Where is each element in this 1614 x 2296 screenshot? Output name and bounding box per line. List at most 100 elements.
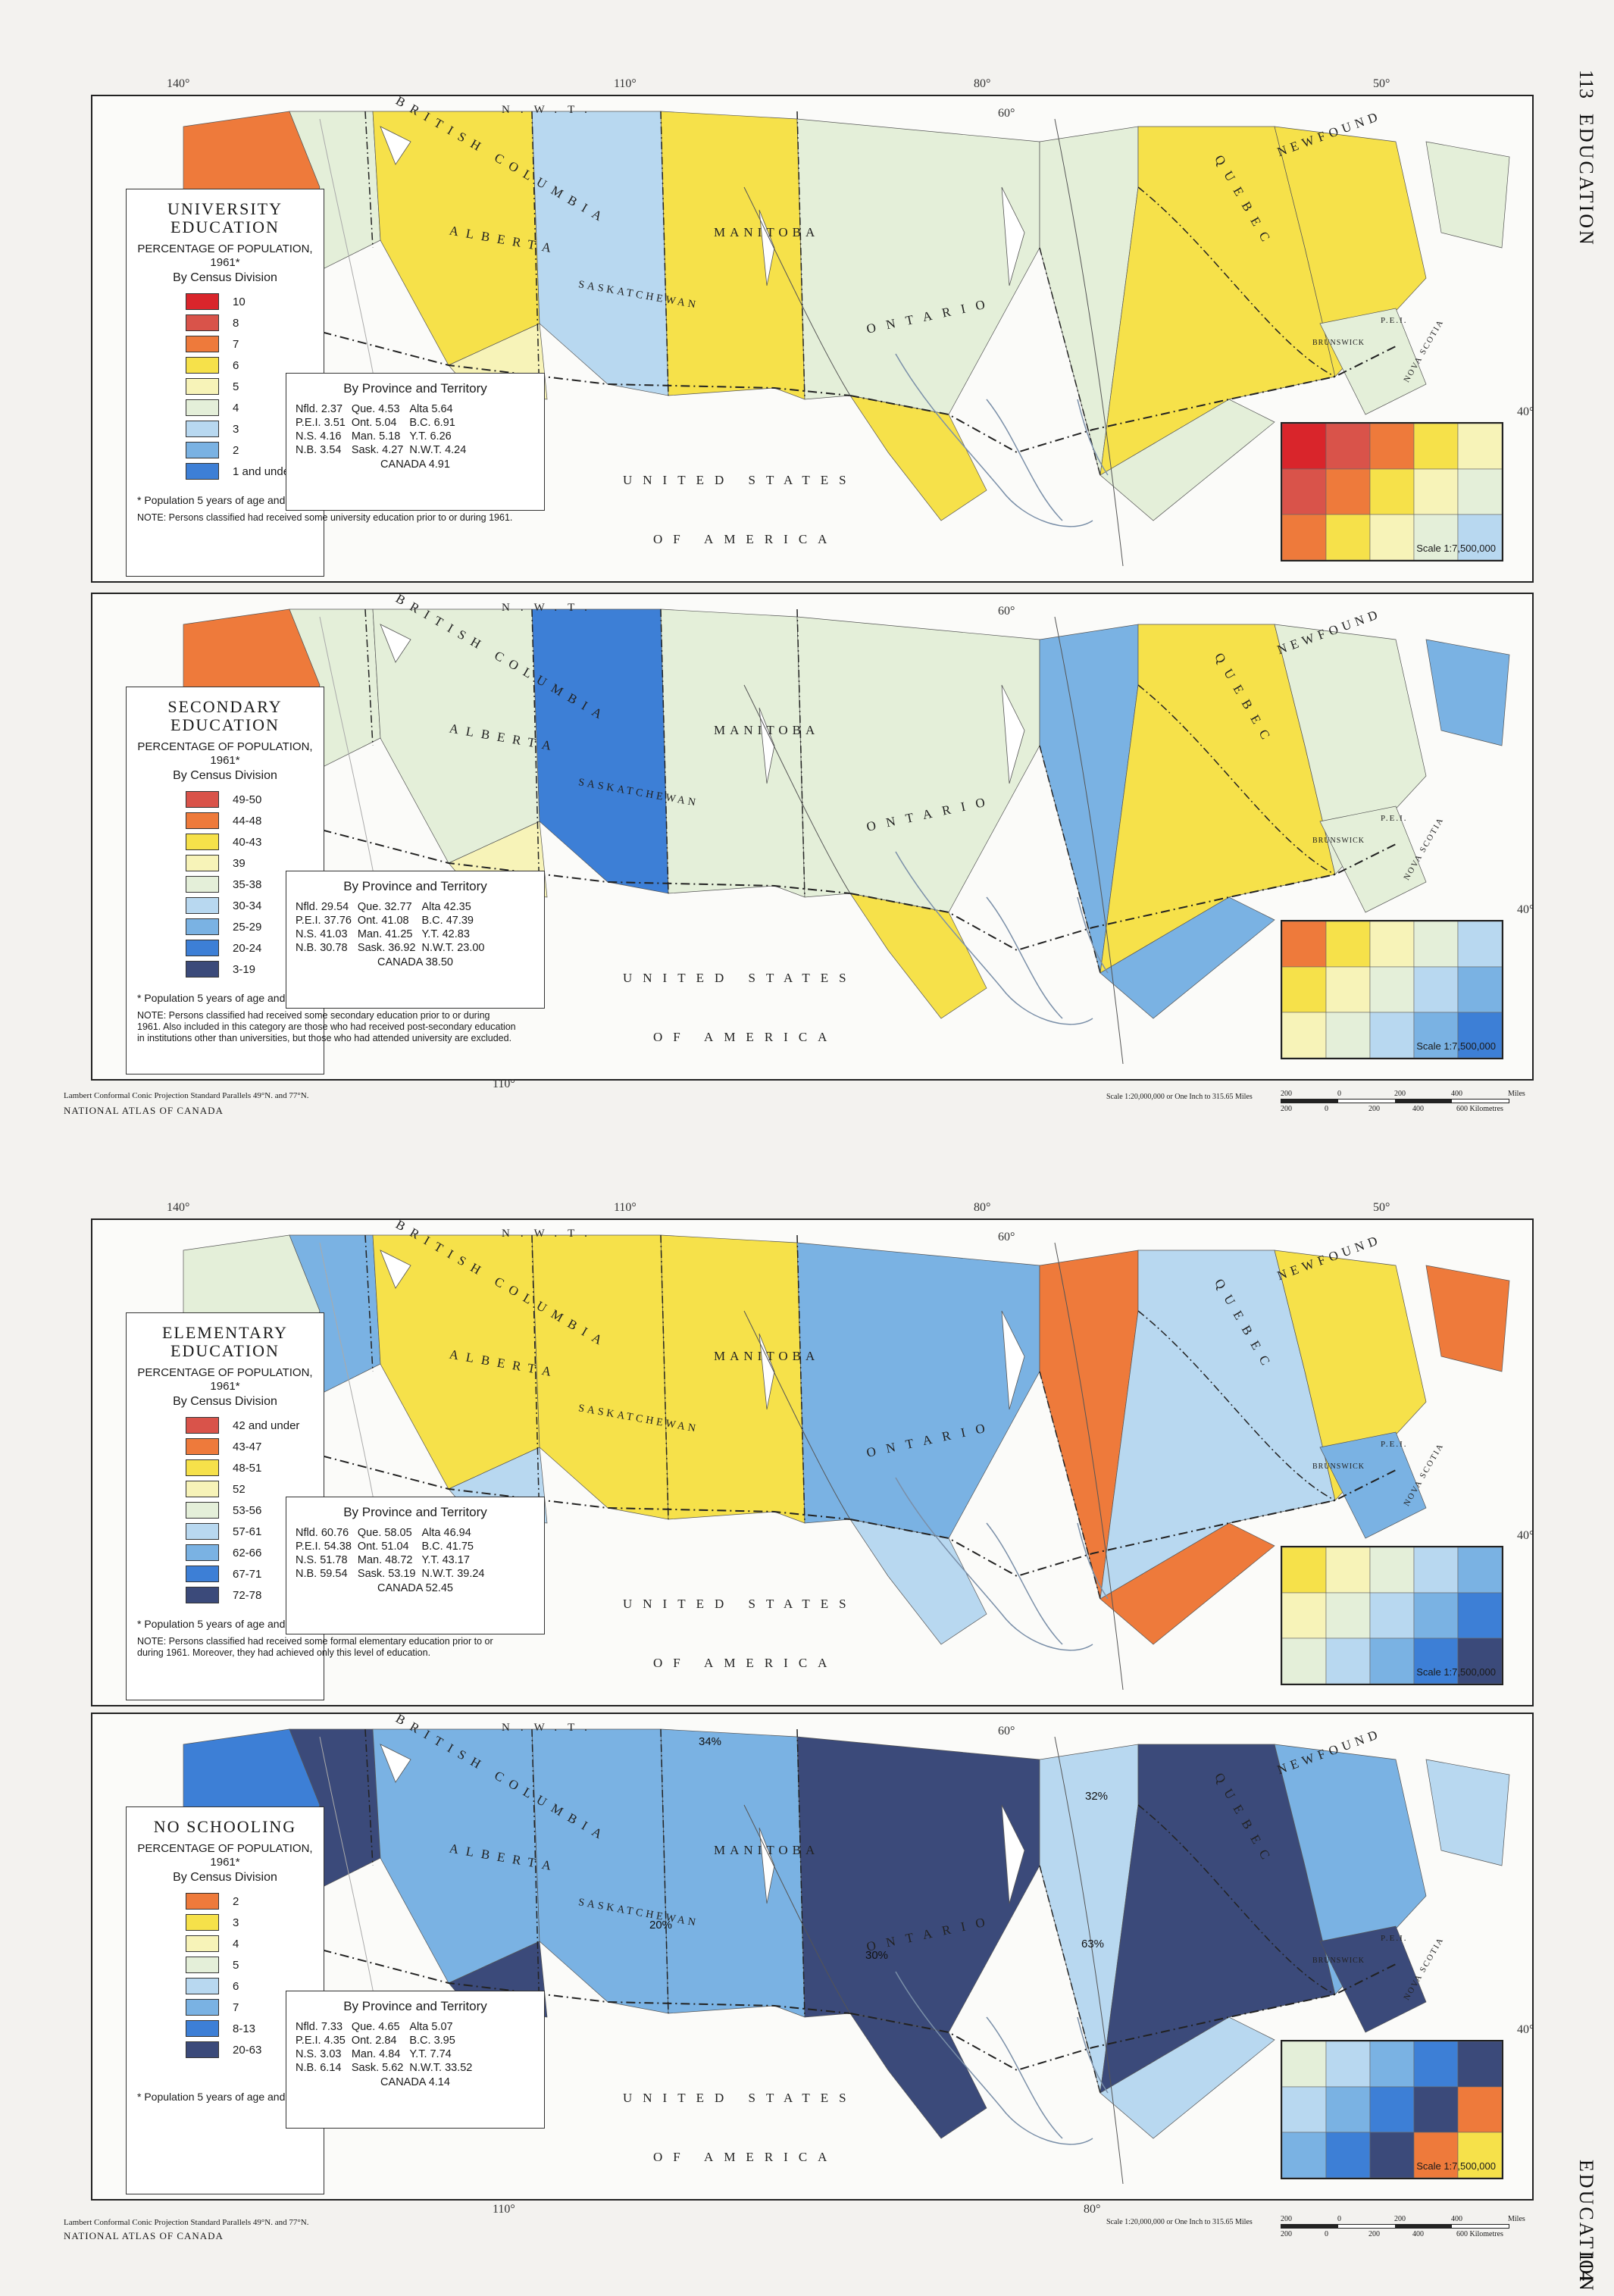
- stats-cell: Alta 5.64: [409, 403, 453, 415]
- scale-text: Scale 1:20,000,000 or One Inch to 315.65…: [1106, 1093, 1253, 1101]
- legend-class: 20-24: [186, 937, 324, 959]
- scale-tick-km: 400: [1412, 2230, 1424, 2238]
- legend-swatch: [186, 1481, 219, 1497]
- scale-tick-miles: Miles: [1508, 1090, 1525, 1098]
- stats-cell: Que. 4.65: [351, 2021, 400, 2033]
- stats-cell: B.C. 3.95: [409, 2035, 455, 2047]
- legend-class: 4: [186, 397, 324, 418]
- stats-row: Nfld. 2.37 Que. 4.53 Alta 5.64: [296, 402, 472, 416]
- census-division: [1099, 1522, 1275, 1645]
- lat-label: 60°: [998, 605, 1015, 618]
- legend-class-label: 35-38: [233, 877, 262, 891]
- stats-row: N.S. 4.16 Man. 5.18 Y.T. 6.26: [296, 430, 472, 443]
- stats-title: By Province and Territory: [343, 1999, 487, 2013]
- scale-tick-miles: 400: [1451, 1090, 1462, 1098]
- scale-tick-km: 200: [1368, 2230, 1380, 2238]
- inset-division: [1457, 921, 1502, 968]
- province-boundary: [660, 111, 669, 396]
- stats-cell: Alta 5.07: [409, 2021, 453, 2033]
- legend-swatch: [186, 2041, 219, 2058]
- stats-cell: N.S. 4.16: [296, 430, 342, 443]
- label-nwt: N.W.T.: [502, 104, 598, 116]
- legend-class: 48-51: [186, 1457, 324, 1478]
- inset-scale: Scale 1:7,500,000: [1416, 1040, 1496, 1052]
- lon-label: 80°: [974, 77, 991, 90]
- inset-division: [1369, 1012, 1415, 1058]
- stats-cell: B.C. 6.91: [409, 417, 455, 429]
- page-113: 113 EDUCATION 140° 110° 80° 50° N.W.T. B…: [64, 70, 1597, 1116]
- census-division: [660, 1234, 805, 1524]
- legend-title: SECONDARY EDUCATION: [167, 697, 283, 734]
- label-manitoba: MANITOBA: [714, 1349, 820, 1363]
- map-secondary-education: N.W.T. BRITISH COLUMBIA ALBERTA SASKATCH…: [91, 593, 1534, 1081]
- legend-class: 39: [186, 852, 324, 874]
- inset-map: Scale 1:7,500,000: [1281, 422, 1503, 561]
- label-manitoba: MANITOBA: [714, 723, 820, 737]
- scale-graphic: [1281, 2224, 1509, 2229]
- stats-row: Nfld. 60.76 Que. 58.05 Alta 46.94: [296, 1526, 491, 1540]
- great-lakes-outline: [895, 1477, 1093, 1651]
- province-boundary: [1137, 1804, 1336, 1995]
- stats-cell: Y.T. 42.83: [421, 928, 470, 940]
- lat-label: 40°: [1517, 2023, 1534, 2036]
- legend-swatch: [186, 378, 219, 395]
- label-nwt: N.W.T.: [502, 1228, 598, 1240]
- label-of-america: OF AMERICA: [653, 532, 838, 546]
- legend-footnote: * Population 5 years of age and over: [137, 494, 309, 506]
- inset-division: [1282, 2086, 1327, 2133]
- legend-class-label: 7: [233, 337, 239, 351]
- lake: [380, 624, 411, 663]
- stats-table: Nfld. 2.37 Que. 4.53 Alta 5.64 P.E.I. 3.51 O…: [296, 402, 472, 457]
- stats-cell: Que. 58.05: [357, 1527, 412, 1539]
- province-boundary: [531, 111, 540, 400]
- inset-division: [1325, 1638, 1371, 1684]
- lon-label: 80°: [1084, 2203, 1101, 2216]
- stats-cell: B.C. 47.39: [421, 915, 474, 927]
- label-new-brunswick: BRUNSWICK: [1312, 339, 1365, 347]
- stats-title: By Province and Territory: [343, 1505, 487, 1519]
- legend-class: 6: [186, 355, 324, 376]
- inset-divisions: [1282, 921, 1502, 1058]
- legend-classes: 10 8 7 6 5 4 3 2 1 and under: [186, 291, 324, 482]
- canada-total: CANADA 4.14: [380, 2076, 450, 2088]
- lon-label: 50°: [1373, 77, 1390, 90]
- stats-row: N.B. 30.78 Sask. 36.92 N.W.T. 23.00: [296, 941, 491, 955]
- legend-by-division: By Census Division: [173, 1871, 277, 1884]
- legend-class-label: 10: [233, 295, 246, 308]
- label-united-states: UNITED STATES: [623, 473, 857, 487]
- inset-division: [1282, 2132, 1327, 2178]
- inset-division: [1369, 1547, 1415, 1594]
- lake: [1001, 684, 1025, 784]
- census-division: [1319, 308, 1427, 415]
- great-lakes-outline: [986, 1522, 1109, 1645]
- legend-class-label: 3: [233, 422, 239, 436]
- legend-swatch: [186, 1957, 219, 1973]
- province-stats: By Province and Territory Nfld. 2.37 Que.…: [286, 373, 545, 511]
- legend: SECONDARY EDUCATION PERCENTAGE OF POPULA…: [126, 687, 516, 1074]
- legend-class: 72-78: [186, 1584, 324, 1606]
- legend-by-division: By Census Division: [173, 271, 277, 284]
- stats-cell: Alta 46.94: [421, 1527, 471, 1539]
- stats-row: N.B. 6.14 Sask. 5.62 N.W.T. 33.52: [296, 2061, 478, 2075]
- legend-swatch: [186, 1523, 219, 1540]
- legend-class: 1 and under: [186, 461, 324, 482]
- stats-row: N.S. 41.03 Man. 41.25 Y.T. 42.83: [296, 927, 491, 941]
- province-boundary: [1137, 684, 1336, 875]
- legend-class-label: 39: [233, 856, 246, 870]
- inset-division: [1325, 2041, 1371, 2088]
- inset-division: [1457, 1592, 1502, 1639]
- inset-division: [1369, 1638, 1415, 1684]
- legend-class: 8: [186, 312, 324, 333]
- scale-tick-miles: Miles: [1508, 2215, 1525, 2223]
- international-boundary: [849, 346, 1397, 454]
- legend-class-label: 8: [233, 316, 239, 330]
- label-new-brunswick: BRUNSWICK: [1312, 1462, 1365, 1471]
- province-stats: By Province and Territory Nfld. 29.54 Que…: [286, 871, 545, 1009]
- legend-class: 49-50: [186, 789, 324, 810]
- lon-label: 140°: [167, 1201, 190, 1214]
- lake: [1001, 1804, 1025, 1904]
- stats-cell: Nfld. 29.54: [296, 901, 349, 913]
- inset-map: Scale 1:7,500,000: [1281, 920, 1503, 1059]
- great-lakes-outline: [895, 353, 1093, 527]
- lake: [759, 1333, 775, 1410]
